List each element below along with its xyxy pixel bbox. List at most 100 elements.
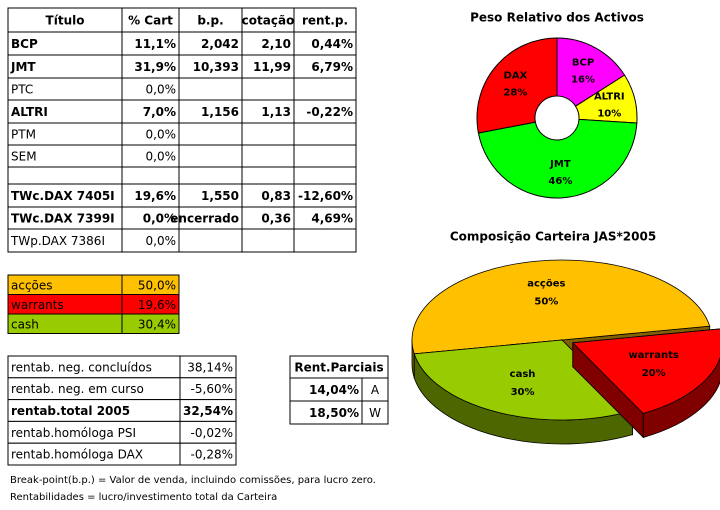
table-cell bbox=[293, 228, 357, 253]
table-cell bbox=[293, 77, 357, 101]
slice-value: 46% bbox=[548, 176, 572, 187]
cell-text: 11,1% bbox=[134, 37, 176, 51]
cell-text: rentab. neg. concluídos bbox=[11, 360, 152, 374]
pie-slice bbox=[411, 259, 711, 355]
table-cell bbox=[241, 144, 295, 168]
cell-text: BCP bbox=[11, 37, 38, 51]
cell-text: b.p. bbox=[197, 14, 223, 28]
cell-text: 2,10 bbox=[261, 37, 291, 51]
cell-text: rent.p. bbox=[302, 14, 348, 28]
table-cell bbox=[241, 228, 295, 253]
slice-value: 20% bbox=[642, 368, 666, 379]
cell-text: 19,6% bbox=[138, 298, 176, 312]
cell-text: W bbox=[369, 406, 381, 420]
cell-text: cotação bbox=[242, 14, 295, 28]
slice-label: warrants bbox=[628, 350, 678, 361]
table-cell bbox=[241, 166, 295, 185]
cell-text: rentab.total 2005 bbox=[11, 404, 130, 418]
table-cell bbox=[179, 442, 237, 466]
table-cell bbox=[293, 122, 357, 146]
cell-text: 2,042 bbox=[201, 37, 239, 51]
slice-value: 10% bbox=[597, 109, 621, 120]
slice-label: JMT bbox=[549, 159, 571, 170]
cell-text: -0,28% bbox=[191, 448, 233, 462]
cell-text: 1,156 bbox=[201, 105, 239, 119]
cell-text: JMT bbox=[10, 60, 36, 74]
cell-text: -0,02% bbox=[191, 426, 233, 440]
note: Break-point(b.p.) = Valor de venda, incl… bbox=[10, 475, 376, 486]
table-cell bbox=[7, 7, 123, 33]
cell-text: 0,0% bbox=[146, 83, 177, 97]
cell-text: 31,9% bbox=[134, 60, 176, 74]
cell-text: Título bbox=[46, 14, 85, 28]
cell-text: rentab.homóloga DAX bbox=[11, 448, 143, 462]
cell-text: 1,13 bbox=[261, 105, 291, 119]
cell-text: 6,79% bbox=[311, 60, 353, 74]
table-cell bbox=[361, 400, 389, 425]
slice-label: cash bbox=[510, 369, 536, 380]
cell-text: TWc.DAX 7399I bbox=[11, 212, 115, 226]
pie-slice bbox=[571, 328, 720, 414]
cell-text: TWc.DAX 7405I bbox=[11, 189, 115, 203]
cell-text: 1,550 bbox=[201, 189, 239, 203]
cell-text: -0,22% bbox=[306, 105, 353, 119]
table-cell bbox=[178, 144, 243, 168]
slice-label: DAX bbox=[504, 71, 528, 82]
cell-text: 0,0% bbox=[146, 234, 177, 248]
table-cell bbox=[178, 166, 243, 185]
cell-text: PTC bbox=[11, 83, 33, 97]
cell-text: 10,393 bbox=[193, 60, 239, 74]
table-cell bbox=[121, 7, 180, 33]
cell-text: A bbox=[371, 383, 380, 397]
slice-value: 28% bbox=[503, 88, 527, 99]
note: Rentabilidades = lucro/investimento tota… bbox=[10, 492, 277, 503]
cell-text: rentab. neg. em curso bbox=[11, 382, 144, 396]
slice-value: 30% bbox=[511, 387, 535, 398]
table-cell bbox=[178, 77, 243, 101]
cell-text: 14,04% bbox=[309, 383, 359, 397]
cell-text: -5,60% bbox=[191, 382, 233, 396]
table-cell bbox=[241, 122, 295, 146]
cell-text: SEM bbox=[11, 150, 37, 164]
slice-label: ALTRI bbox=[594, 92, 625, 103]
cell-text: 32,54% bbox=[183, 404, 233, 418]
slice-value: 16% bbox=[571, 75, 595, 86]
cell-text: 38,14% bbox=[187, 360, 233, 374]
cell-text: 0,36 bbox=[261, 212, 291, 226]
cell-text: acções bbox=[11, 278, 53, 292]
cell-text: 11,99 bbox=[253, 60, 291, 74]
cell-text: 0,83 bbox=[261, 189, 291, 203]
cell-text: 30,4% bbox=[138, 317, 176, 331]
table-cell bbox=[293, 144, 357, 168]
cell-text: 0,0% bbox=[146, 128, 177, 142]
cell-text: rentab.homóloga PSI bbox=[11, 426, 136, 440]
cell-text: PTM bbox=[11, 128, 36, 142]
cell-text: 0,0% bbox=[143, 212, 176, 226]
cell-text: ALTRI bbox=[11, 105, 48, 119]
cell-text: TWp.DAX 7386I bbox=[10, 234, 105, 248]
cell-text: 4,69% bbox=[311, 212, 353, 226]
chart-title: Peso Relativo dos Activos bbox=[470, 11, 644, 25]
cell-text: Rent.Parciais bbox=[294, 361, 383, 375]
cell-text: encerrado bbox=[170, 212, 239, 226]
slice-value: 50% bbox=[534, 297, 558, 308]
cell-text: 50,0% bbox=[138, 278, 176, 292]
table-cell bbox=[241, 77, 295, 101]
cell-text: 19,6% bbox=[134, 189, 176, 203]
slice-label: acções bbox=[527, 279, 565, 290]
cell-text: 18,50% bbox=[309, 406, 359, 420]
cell-text: 0,44% bbox=[311, 37, 353, 51]
donut-slice bbox=[477, 118, 638, 199]
cell-text: 0,0% bbox=[146, 150, 177, 164]
cell-text: -12,60% bbox=[298, 189, 353, 203]
table-cell bbox=[121, 166, 180, 185]
cell-text: 7,0% bbox=[143, 105, 176, 119]
table-cell bbox=[7, 166, 123, 185]
table-cell bbox=[121, 313, 180, 334]
chart-title: Composição Carteira JAS*2005 bbox=[450, 230, 656, 244]
donut-slice bbox=[556, 37, 626, 107]
cell-text: warrants bbox=[11, 298, 64, 312]
slice-label: BCP bbox=[572, 58, 594, 69]
cell-text: cash bbox=[11, 317, 39, 331]
